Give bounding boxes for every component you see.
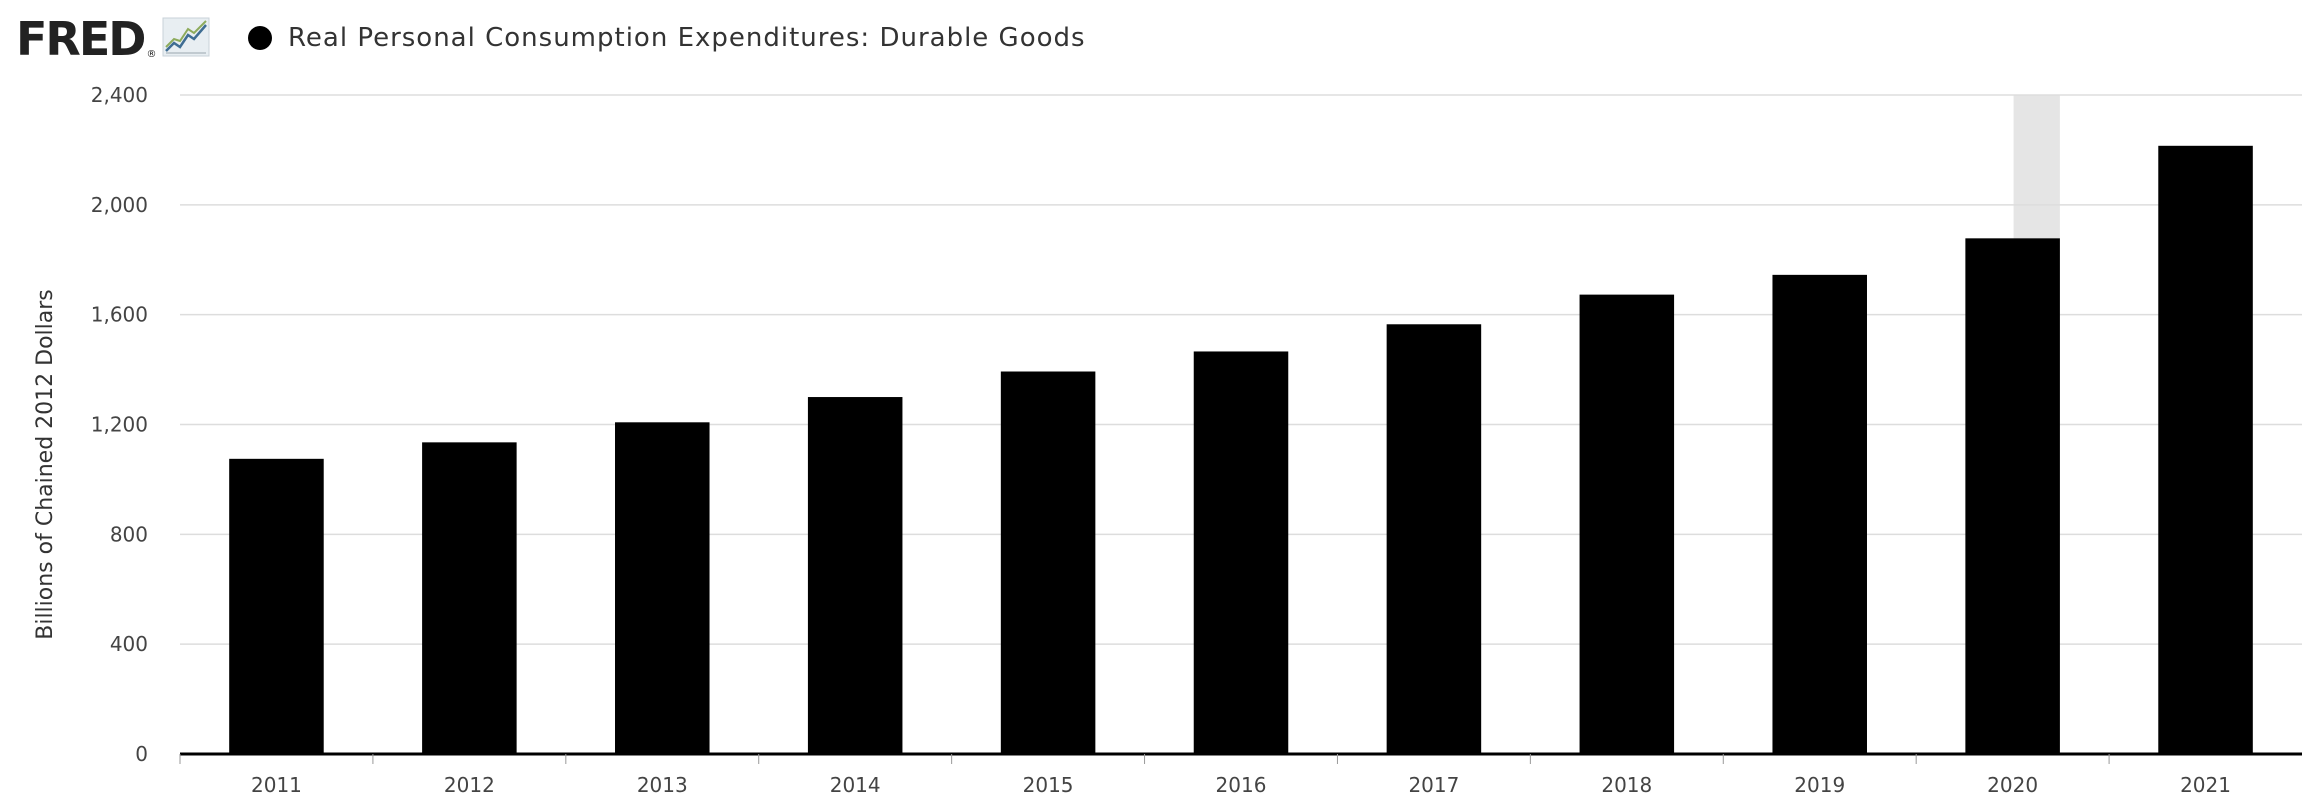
bar-2018	[1579, 294, 1675, 754]
x-tick-label: 2021	[2180, 773, 2231, 797]
bar-2021	[2158, 145, 2253, 754]
y-axis-label: Billions of Chained 2012 Dollars	[33, 289, 58, 640]
axes	[179, 752, 2302, 764]
y-tick-label: 400	[110, 632, 148, 656]
line-chart-icon	[162, 17, 210, 61]
y-tick-label: 2,000	[91, 193, 148, 217]
bar-2015	[1000, 371, 1096, 754]
x-tick-label: 2012	[444, 773, 495, 797]
bar-2019	[1772, 274, 1867, 754]
y-tick-label: 1,600	[91, 303, 148, 327]
x-tick-label: 2018	[1601, 773, 1652, 797]
chart-legend: Real Personal Consumption Expenditures: …	[248, 18, 1086, 58]
bar-2012	[422, 442, 517, 754]
bar-2013	[615, 422, 710, 754]
registered-mark: ®	[146, 49, 157, 60]
x-tick-label: 2015	[1023, 773, 1074, 797]
y-tick-label: 2,400	[91, 83, 148, 107]
y-tick-label: 800	[110, 522, 148, 546]
legend-series-marker	[248, 26, 272, 50]
bar-2011	[229, 458, 324, 754]
tick-labels: 0 400 800 1,200 1,600 2,000 2,400 2011 2012 2013 2…	[91, 83, 2231, 797]
x-tick-label: 2020	[1987, 773, 2038, 797]
x-tick-label: 2011	[251, 773, 302, 797]
x-tick-label: 2016	[1216, 773, 1267, 797]
bar-2017	[1386, 324, 1482, 754]
chart-header: FRED ® Real Personal Consumption Expendi…	[0, 0, 2324, 80]
bar-2016	[1193, 351, 1289, 754]
y-tick-label: 1,200	[91, 413, 148, 437]
legend-series-label: Real Personal Consumption Expenditures: …	[288, 23, 1086, 53]
x-tick-label: 2014	[830, 773, 881, 797]
bar-2014	[807, 397, 903, 754]
bars	[229, 145, 2253, 754]
x-tick-label: 2017	[1408, 773, 1459, 797]
fred-logo-text: FRED	[16, 12, 146, 66]
fred-logo[interactable]: FRED ®	[16, 14, 210, 64]
y-tick-label: 0	[135, 742, 148, 766]
x-tick-label: 2013	[637, 773, 688, 797]
bar-2020	[1965, 238, 2060, 754]
x-tick-label: 2019	[1794, 773, 1845, 797]
